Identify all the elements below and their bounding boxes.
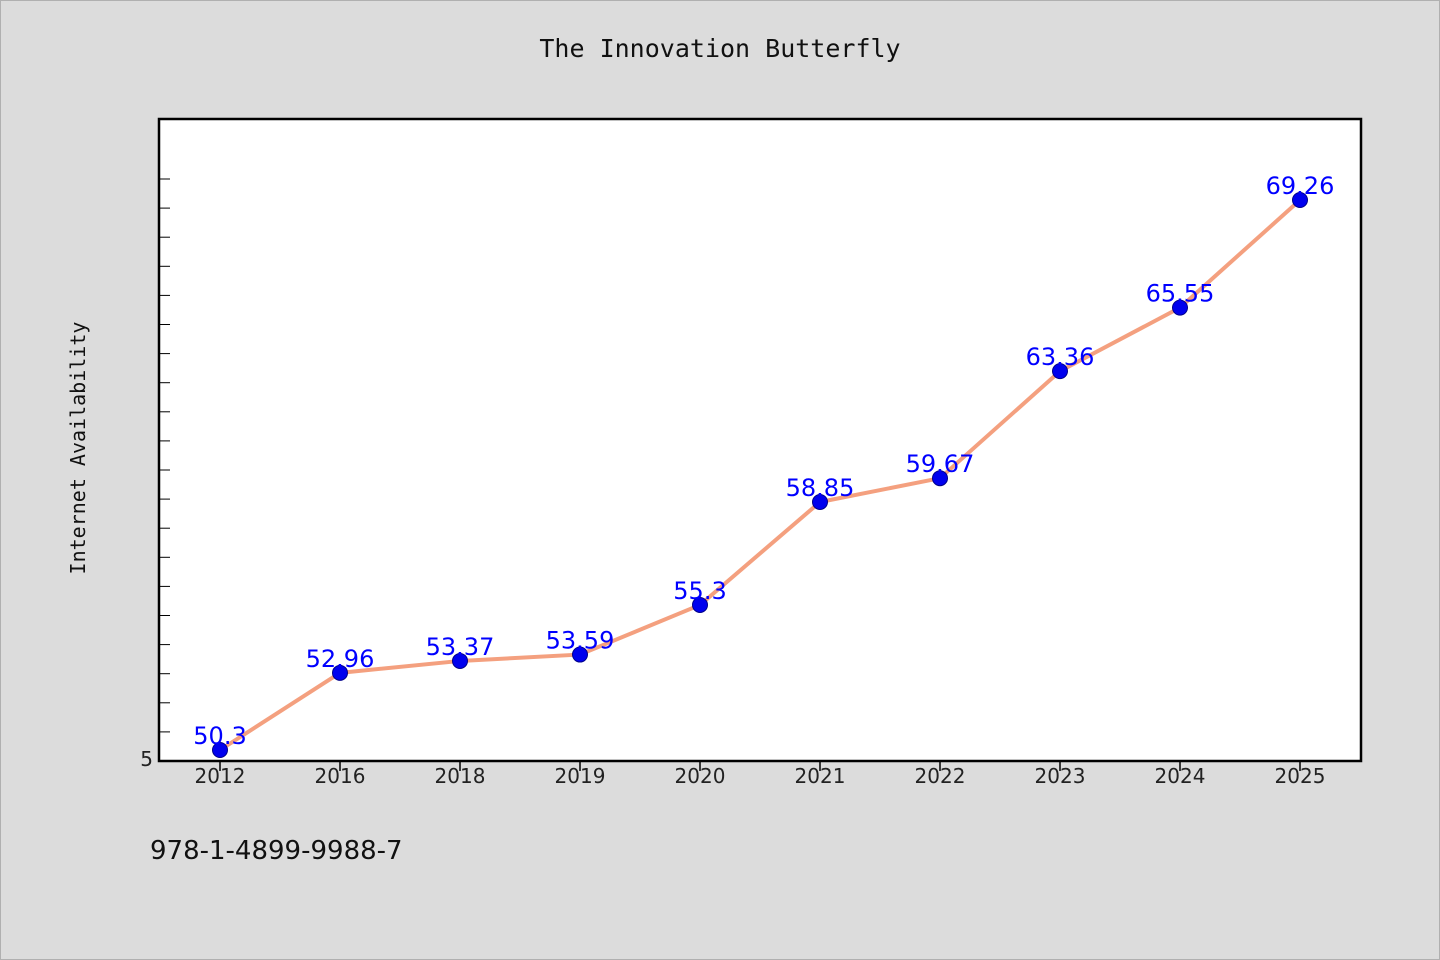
data-label: 53.59 [546,627,615,655]
y-axis-ticks: 5 [140,178,170,771]
x-tick-label: 2021 [795,764,846,788]
y-tick-label: 5 [140,747,153,771]
data-point [212,742,228,758]
data-point [812,493,828,510]
x-tick-label: 2018 [435,764,486,788]
chart-title: The Innovation Butterfly [539,34,901,63]
data-point [452,652,468,669]
plot-area [157,117,1363,763]
x-tick-label: 2025 [1275,764,1326,788]
data-point [572,646,588,663]
data-point [1292,192,1308,208]
data-point [692,596,708,613]
data-point [1052,363,1068,380]
x-tick-label: 2012 [195,764,246,788]
data-label: 58.85 [786,474,855,502]
data-label: 69.26 [1266,172,1335,200]
data-label: 63.36 [1026,343,1095,371]
x-tick-label: 2020 [675,764,726,788]
data-label: 55.3 [673,577,726,605]
data-point [332,664,348,681]
x-tick-label: 2019 [555,764,606,788]
data-label: 50.3 [193,722,246,750]
data-point [932,470,948,487]
data-label: 52.96 [306,645,375,673]
x-tick-label: 2023 [1035,764,1086,788]
x-tick-label: 2024 [1155,764,1206,788]
data-labels: 50.3 52.96 53.37 53.59 55.3 58.85 59.67 63.36 65… [193,172,1334,750]
footer-code: 978-1-4899-9988-7 [150,836,403,866]
data-label: 59.67 [906,450,975,478]
data-label: 53.37 [426,633,495,661]
data-point [1172,299,1188,316]
data-markers [212,192,1308,758]
x-axis-ticks: 2012 2016 2018 2019 2020 2021 2022 2023 2024 2025 [195,761,1326,788]
x-tick-label: 2016 [315,764,366,788]
x-tick-label: 2022 [915,764,966,788]
data-label: 65.55 [1146,280,1215,308]
series-line [218,198,1302,752]
